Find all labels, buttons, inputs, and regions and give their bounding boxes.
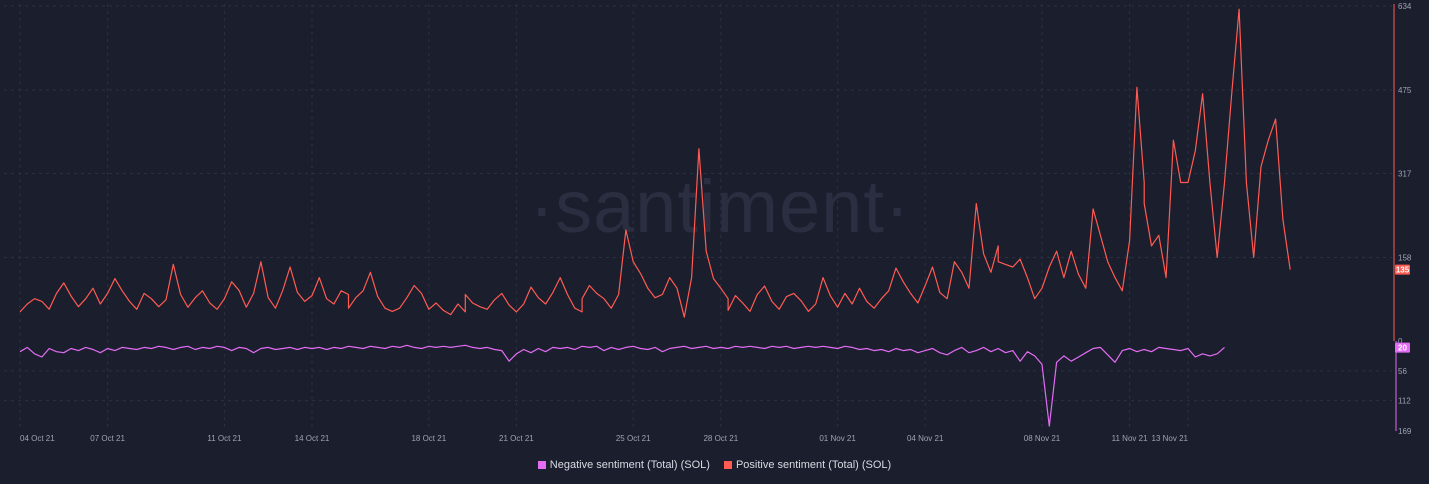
positive-axis-tick: 317 (1398, 170, 1412, 179)
positive-axis-tick: 634 (1398, 2, 1412, 11)
x-tick-label: 25 Oct 21 (616, 434, 651, 443)
x-tick-label: 07 Oct 21 (90, 434, 125, 443)
negative-last-value-badge-bg (1395, 342, 1410, 353)
x-tick-label: 01 Nov 21 (819, 434, 856, 443)
legend-label-negative: Negative sentiment (Total) (SOL) (549, 459, 710, 471)
negative-last-value-badge: 20 (1395, 342, 1410, 353)
negative-last-value-badge-text: 20 (1398, 344, 1407, 353)
legend-item-positive[interactable]: Positive sentiment (Total) (SOL) (723, 459, 892, 471)
x-tick-label: 08 Nov 21 (1024, 434, 1061, 443)
negative-axis-tick: 112 (1398, 397, 1411, 406)
x-tick-label: 04 Nov 21 (907, 434, 944, 443)
negative-axis-tick: 169 (1398, 427, 1412, 436)
watermark: ·santiment· (529, 165, 910, 248)
positive-axis-tick: 475 (1398, 86, 1412, 95)
positive-axis-tick: 0 (1398, 337, 1403, 346)
legend-swatch-positive (723, 461, 732, 469)
x-tick-label: 13 Nov 21 (1152, 434, 1189, 443)
x-tick-label: 21 Oct 21 (499, 434, 534, 443)
positive-last-value-badge: 135 (1395, 264, 1410, 275)
x-tick-label: 14 Oct 21 (295, 434, 330, 443)
legend: Negative sentiment (Total) (SOL) Positiv… (0, 459, 1429, 471)
negative-sentiment-line[interactable] (19, 344, 1225, 427)
legend-label-positive: Positive sentiment (Total) (SOL) (735, 459, 892, 471)
negative-axis-tick: 56 (1398, 367, 1407, 376)
x-tick-label: 04 Oct 21 (20, 434, 55, 443)
positive-last-value-badge-bg (1395, 264, 1410, 275)
x-tick-label: 28 Oct 21 (703, 434, 738, 443)
positive-last-value-badge-text: 135 (1396, 266, 1410, 275)
positive-sentiment-line[interactable] (19, 8, 1291, 318)
legend-swatch-negative (537, 461, 546, 469)
x-tick-label: 18 Oct 21 (411, 434, 446, 443)
positive-axis-tick: 158 (1398, 254, 1412, 263)
x-tick-label: 11 Oct 21 (207, 434, 242, 443)
x-tick-label: 11 Nov 21 (1112, 434, 1148, 443)
legend-item-negative[interactable]: Negative sentiment (Total) (SOL) (537, 459, 710, 471)
